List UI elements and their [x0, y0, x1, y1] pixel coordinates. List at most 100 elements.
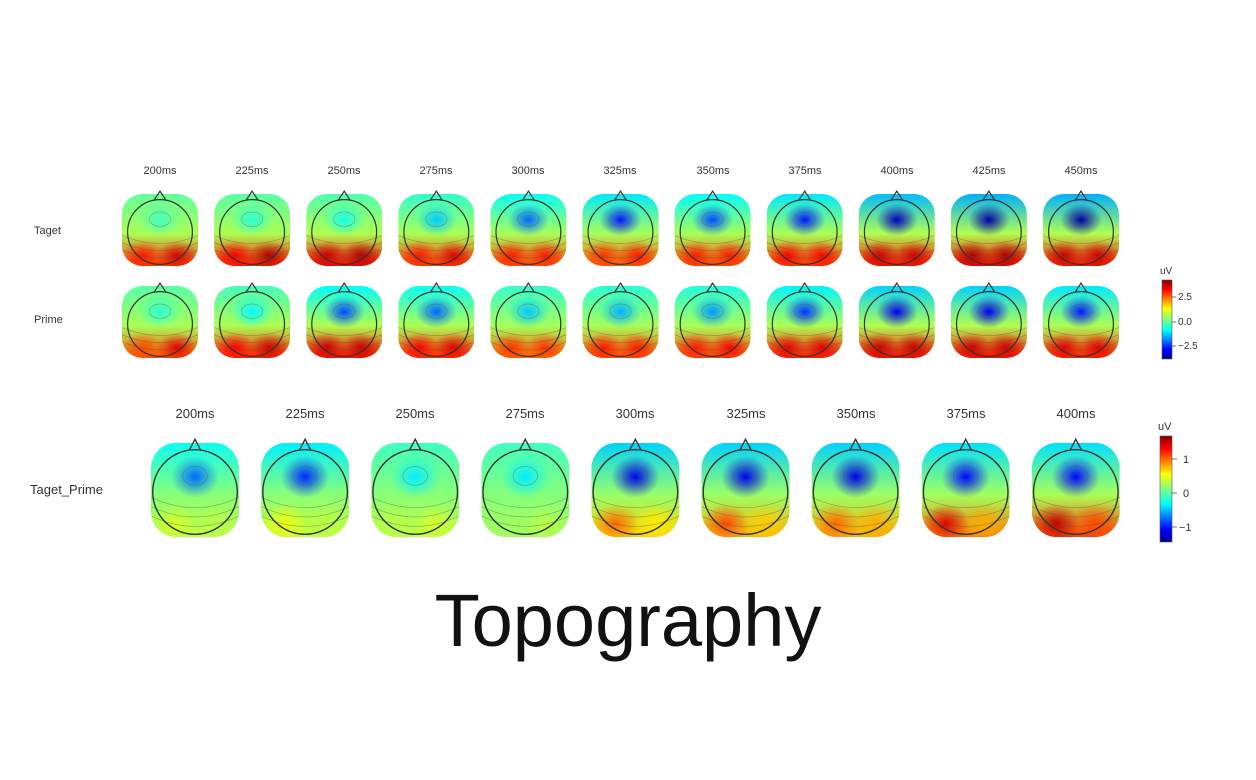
time-label: 375ms: [946, 406, 986, 421]
topomap: [766, 282, 843, 358]
head-outline: [587, 190, 654, 266]
colorbar-tick: −1: [1179, 522, 1192, 534]
head-outline: [1032, 437, 1119, 536]
topomap: [1031, 437, 1120, 537]
row-label: Prime: [34, 314, 63, 326]
topomap: [398, 190, 475, 266]
topomap: [950, 190, 1027, 266]
topomap: [950, 282, 1027, 358]
colorbar-tick: 0: [1183, 488, 1189, 500]
head-outline: [955, 190, 1022, 266]
head-outline: [151, 437, 238, 536]
time-label: 350ms: [836, 406, 876, 421]
panel-difference-row: 200ms 225ms 250ms 275ms 300ms 325ms 350m…: [30, 406, 1192, 543]
topomap: [591, 437, 680, 537]
head-outline: [403, 190, 470, 266]
colorbar-tick: 2.5: [1178, 292, 1192, 303]
colorbar: uV 1 0 −1: [1158, 421, 1192, 543]
topomap: [490, 190, 567, 266]
head-outline: [587, 282, 654, 358]
topomap: [306, 282, 383, 358]
topomap: [481, 437, 570, 537]
time-label: 225ms: [235, 165, 269, 177]
topomap: [674, 282, 751, 358]
topomap: [371, 437, 460, 537]
time-label-row: 200ms 225ms 250ms 275ms 300ms 325ms 350m…: [143, 165, 1098, 177]
topomap: [122, 282, 198, 358]
head-outline: [372, 437, 459, 536]
page-title: Topography: [434, 579, 822, 662]
head-outline: [126, 282, 194, 358]
time-label: 425ms: [972, 165, 1006, 177]
time-label: 325ms: [726, 406, 766, 421]
head-outline: [311, 282, 378, 358]
colorbar-unit: uV: [1160, 266, 1173, 277]
topomap: [811, 437, 900, 537]
head-outline: [219, 282, 286, 358]
head-outline: [311, 190, 378, 266]
colorbar-tick: 1: [1183, 454, 1189, 466]
colorbar-gradient: [1159, 435, 1173, 543]
time-label: 200ms: [175, 406, 215, 421]
topomap-grid: [122, 190, 1119, 358]
head-outline: [1047, 190, 1114, 266]
time-label: 450ms: [1064, 165, 1098, 177]
time-label: 275ms: [505, 406, 545, 421]
head-outline: [771, 282, 838, 358]
time-label: 400ms: [880, 165, 914, 177]
panel-target-prime-rows: 200ms 225ms 250ms 275ms 300ms 325ms 350m…: [34, 165, 1198, 360]
time-label: 300ms: [615, 406, 655, 421]
head-outline: [679, 282, 746, 358]
time-label: 400ms: [1056, 406, 1096, 421]
time-label-row: 200ms 225ms 250ms 275ms 300ms 325ms 350m…: [175, 406, 1096, 421]
topomap: [261, 437, 350, 537]
time-label: 350ms: [696, 165, 730, 177]
head-outline: [922, 437, 1009, 536]
topomap: [214, 190, 291, 266]
topomap: [921, 437, 1010, 537]
head-outline: [1047, 282, 1114, 358]
head-outline: [592, 437, 679, 536]
head-outline: [262, 437, 349, 536]
time-label: 375ms: [788, 165, 822, 177]
topomap: [490, 282, 567, 358]
colorbar-unit: uV: [1158, 421, 1172, 433]
head-outline: [679, 190, 746, 266]
topomap-grid: [151, 437, 1120, 537]
time-label: 275ms: [419, 165, 453, 177]
head-outline: [126, 190, 194, 266]
topomap: [858, 282, 935, 358]
head-outline: [403, 282, 470, 358]
topomap: [858, 190, 935, 266]
topomap: [582, 282, 659, 358]
time-label: 225ms: [285, 406, 325, 421]
head-outline: [495, 282, 562, 358]
topomap: [701, 437, 790, 537]
head-outline: [495, 190, 562, 266]
topomap: [306, 190, 383, 266]
time-label: 200ms: [143, 165, 177, 177]
topomap: [674, 190, 751, 266]
colorbar-gradient: [1161, 279, 1173, 360]
topomap: [1043, 282, 1119, 358]
topomap: [151, 437, 239, 537]
time-label: 250ms: [395, 406, 435, 421]
head-outline: [702, 437, 789, 536]
head-outline: [863, 190, 930, 266]
topomap: [1043, 190, 1119, 266]
row-label: Taget: [34, 225, 61, 237]
head-outline: [812, 437, 899, 536]
head-outline: [771, 190, 838, 266]
topomap: [122, 190, 198, 266]
row-label: Taget_Prime: [30, 482, 103, 497]
colorbar-tick: 0.0: [1178, 317, 1192, 328]
head-outline: [863, 282, 930, 358]
colorbar-tick: −2.5: [1178, 341, 1198, 352]
head-outline: [482, 437, 569, 536]
head-outline: [955, 282, 1022, 358]
time-label: 250ms: [327, 165, 361, 177]
topomap: [766, 190, 843, 266]
topomap: [214, 282, 291, 358]
time-label: 325ms: [603, 165, 637, 177]
